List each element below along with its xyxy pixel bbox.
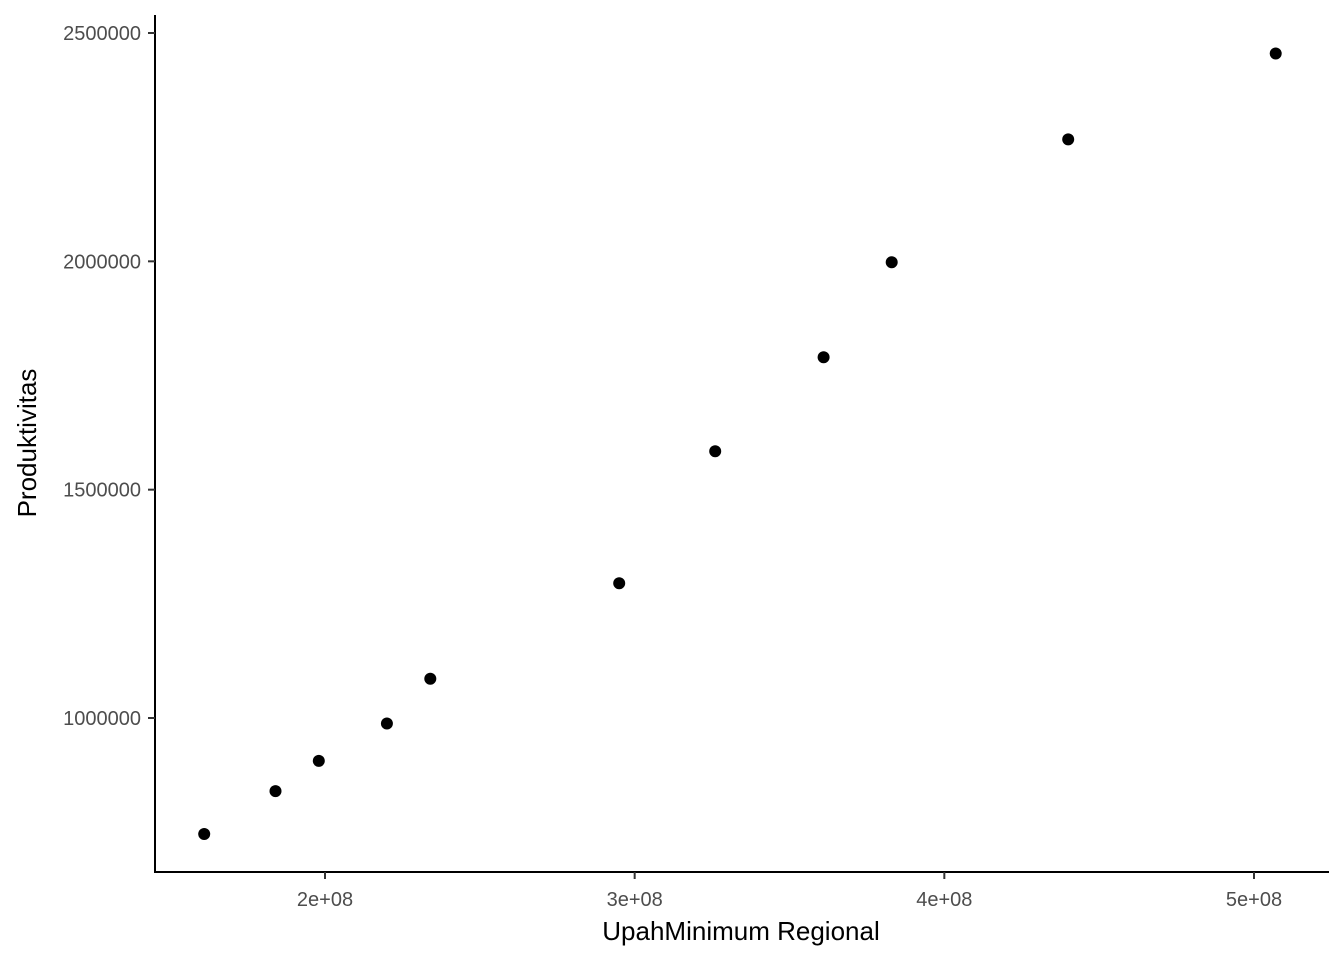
- y-tick-label: 1000000: [63, 708, 141, 730]
- data-point-5: [424, 672, 437, 685]
- x-tick-label: 3e+08: [607, 889, 663, 911]
- data-point-8: [817, 351, 830, 364]
- data-point-3: [312, 754, 325, 767]
- x-tick-label: 5e+08: [1226, 889, 1282, 911]
- data-point-4: [380, 717, 393, 730]
- y-axis-title: Produktivitas: [12, 369, 42, 518]
- data-point-2: [269, 785, 282, 798]
- y-tick-label: 2000000: [63, 251, 141, 273]
- data-point-11: [1269, 47, 1282, 60]
- data-point-7: [709, 445, 722, 458]
- x-axis-title: UpahMinimum Regional: [602, 916, 879, 946]
- data-point-10: [1062, 133, 1075, 146]
- x-axis-ticks: 2e+08 3e+08 4e+08 5e+08: [297, 872, 1282, 911]
- data-points: [198, 47, 1282, 840]
- y-tick-label: 1500000: [63, 480, 141, 502]
- y-axis-ticks: 1000000 1500000 2000000 2500000: [63, 23, 155, 730]
- data-point-6: [613, 577, 626, 590]
- x-tick-label: 4e+08: [916, 889, 972, 911]
- data-point-1: [198, 828, 211, 840]
- axes: [154, 15, 1329, 873]
- y-tick-label: 2500000: [63, 23, 141, 45]
- x-tick-label: 2e+08: [297, 889, 353, 911]
- data-point-9: [885, 256, 898, 269]
